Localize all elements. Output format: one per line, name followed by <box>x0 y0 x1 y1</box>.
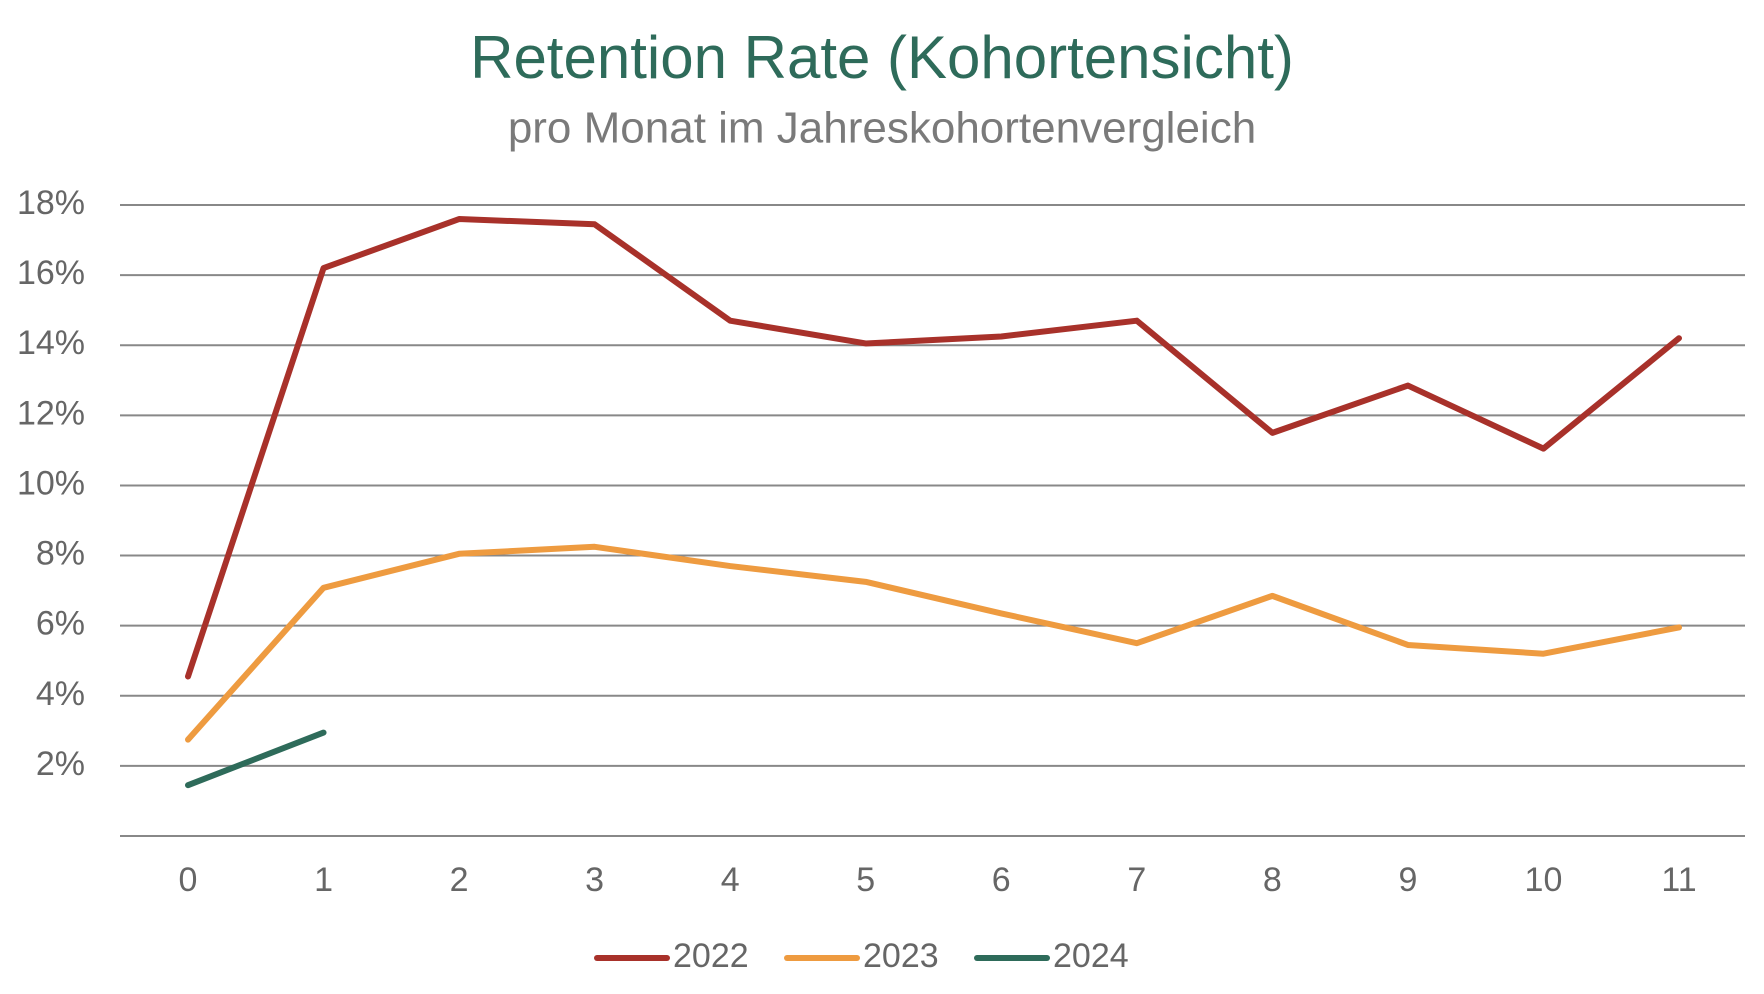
x-tick-label: 5 <box>856 861 875 899</box>
x-tick-label: 2 <box>450 861 469 899</box>
x-tick-label: 0 <box>179 861 198 899</box>
x-tick-label: 7 <box>1127 861 1146 899</box>
x-tick-label: 4 <box>721 861 740 899</box>
series-line <box>185 543 1682 743</box>
legend-label: 2024 <box>1053 937 1129 975</box>
x-tick-label: 9 <box>1398 861 1417 899</box>
chart-subtitle: pro Monat im Jahreskohortenvergleich <box>508 104 1256 153</box>
y-tick-label: 10% <box>17 464 85 502</box>
x-tick-label: 10 <box>1525 861 1563 899</box>
y-tick-label: 6% <box>36 605 85 643</box>
x-tick-label: 1 <box>314 861 333 899</box>
legend-label: 2022 <box>673 937 749 975</box>
x-tick-label: 11 <box>1661 861 1696 899</box>
y-tick-label: 8% <box>36 535 85 573</box>
legend-label: 2023 <box>863 937 939 975</box>
y-tick-label: 14% <box>17 324 85 362</box>
y-tick-label: 2% <box>36 745 85 783</box>
x-tick-label: 3 <box>585 861 604 899</box>
y-tick-label: 16% <box>17 254 85 292</box>
x-tick-label: 6 <box>992 861 1011 899</box>
y-tick-label: 4% <box>36 675 85 713</box>
series-line <box>185 729 327 789</box>
y-tick-label: 12% <box>17 394 85 432</box>
x-tick-label: 8 <box>1263 861 1282 899</box>
series-line <box>185 216 1682 680</box>
chart-title: Retention Rate (Kohortensicht) <box>470 24 1294 91</box>
y-tick-label: 18% <box>17 184 85 222</box>
